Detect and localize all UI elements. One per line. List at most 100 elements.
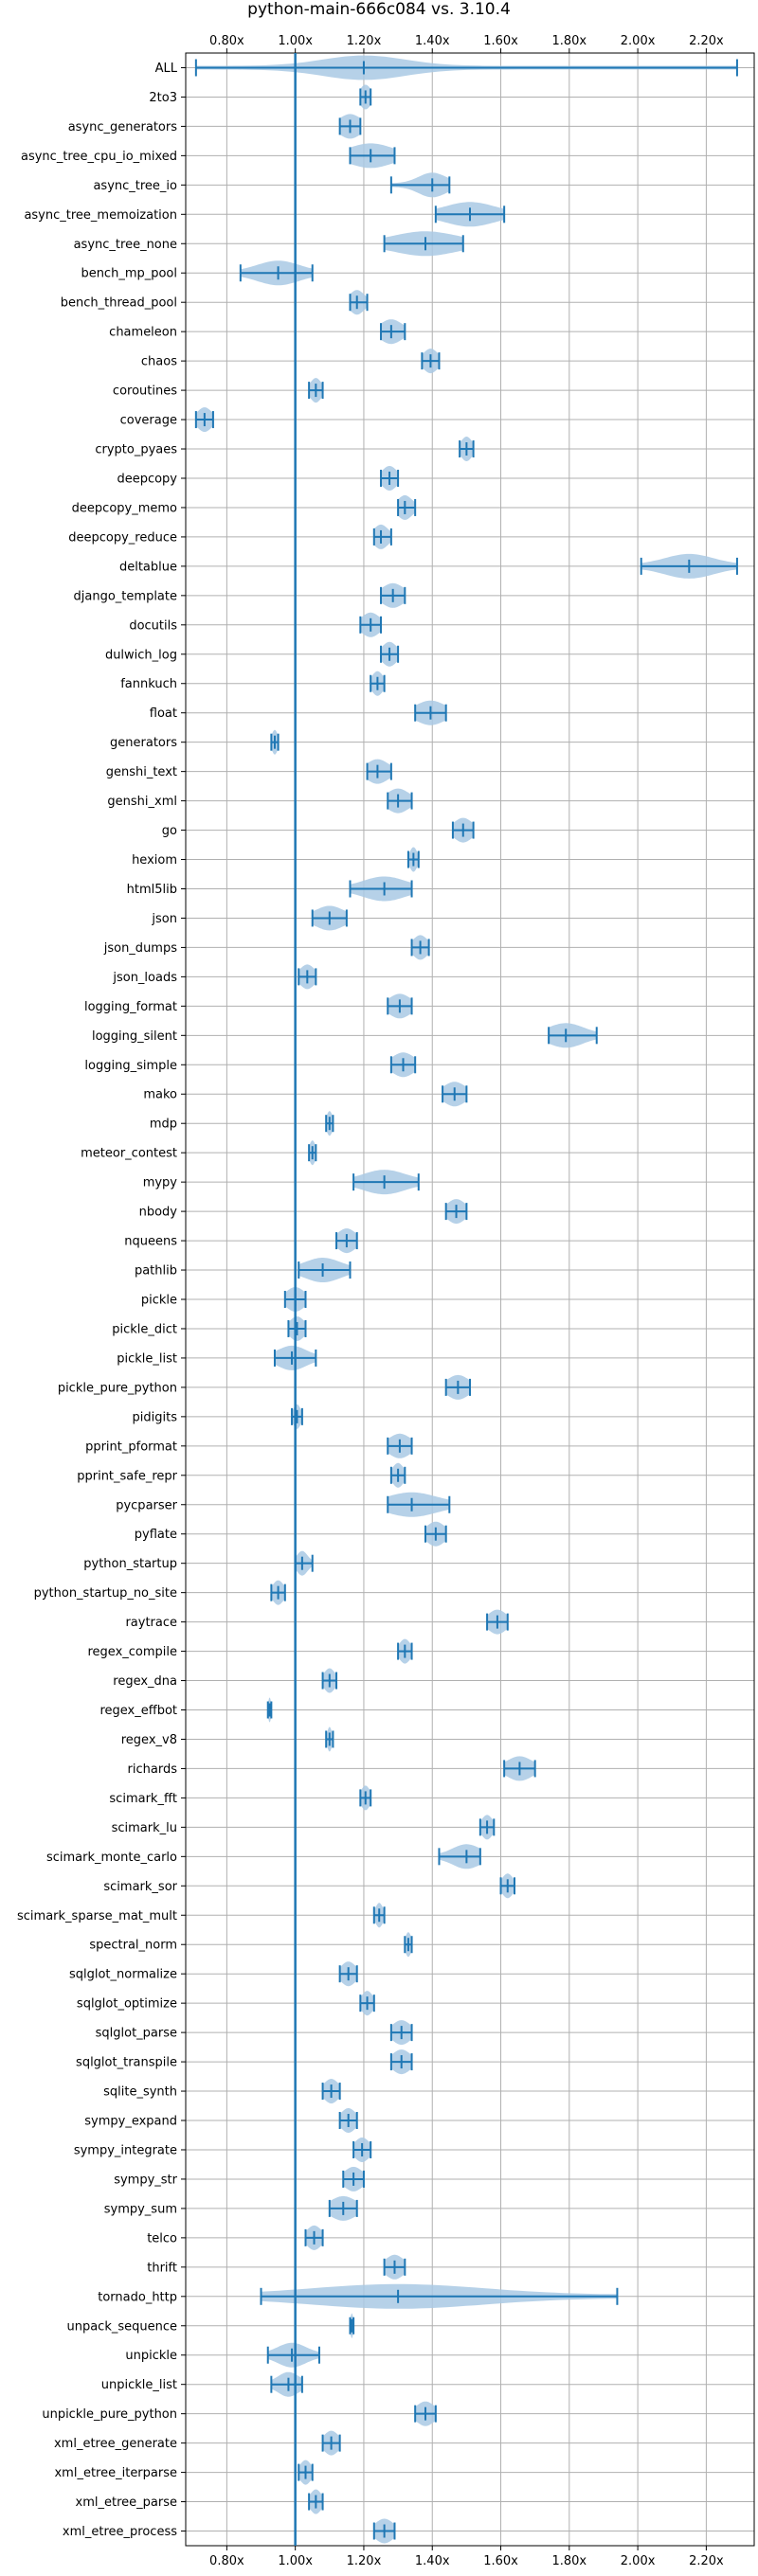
y-tick-label: float (150, 707, 177, 721)
y-tick-label: pidigits (133, 1410, 178, 1424)
x-tick-label-top: 2.00x (621, 34, 656, 48)
benchmark-django_template: django_template (74, 582, 406, 608)
y-tick-label: scimark_sparse_mat_mult (17, 1909, 177, 1923)
y-tick-label: scimark_monte_carlo (46, 1851, 177, 1865)
y-tick-label: fannkuch (120, 677, 177, 691)
y-tick-label: genshi_text (106, 765, 177, 779)
y-tick-label: async_tree_io (93, 179, 177, 193)
y-tick-label: scimark_lu (112, 1821, 177, 1835)
y-tick-label: thrift (147, 2261, 177, 2275)
benchmark-2to3: 2to3 (149, 84, 372, 110)
benchmark-sympy_expand: sympy_expand (84, 2108, 358, 2133)
benchmark-mako: mako (143, 1082, 468, 1107)
benchmark-pprint_safe_repr: pprint_safe_repr (77, 1462, 406, 1488)
y-tick-label: xml_etree_parse (76, 2496, 177, 2510)
benchmark-raytrace: raytrace (125, 1609, 509, 1635)
benchmark-thrift: thrift (147, 2254, 406, 2280)
x-tick-label-bottom: 1.40x (415, 2554, 450, 2568)
benchmark-pidigits: pidigits (133, 1404, 303, 1429)
benchmark-spectral_norm: spectral_norm (89, 1932, 413, 1958)
x-tick-label-bottom: 2.20x (689, 2554, 724, 2568)
y-tick-label: deepcopy_memo (72, 501, 177, 515)
benchmark-async_tree_cpu_io_mixed: async_tree_cpu_io_mixed (21, 143, 396, 169)
benchmark-logging_simple: logging_simple (84, 1052, 417, 1078)
y-tick-label: pycparser (116, 1498, 177, 1512)
y-tick-label: sqlglot_optimize (77, 1997, 177, 2012)
benchmark-chameleon: chameleon (109, 319, 406, 345)
y-tick-label: raytrace (125, 1616, 177, 1630)
benchmark-scimark_monte_carlo: scimark_monte_carlo (46, 1844, 481, 1869)
benchmark-regex_dna: regex_dna (113, 1668, 338, 1693)
benchmark-mdp: mdp (150, 1111, 334, 1136)
y-tick-label: bench_thread_pool (61, 296, 177, 311)
y-tick-label: sqlglot_transpile (76, 2056, 177, 2070)
benchmark-go: go (162, 817, 475, 843)
y-tick-label: xml_etree_iterparse (54, 2466, 177, 2480)
y-tick-label: generators (110, 736, 177, 750)
y-tick-label: 2to3 (149, 91, 177, 105)
y-tick-label: logging_silent (92, 1029, 177, 1044)
benchmark-sqlglot_optimize: sqlglot_optimize (77, 1991, 375, 2016)
benchmark-telco: telco (147, 2225, 324, 2250)
benchmark-async_generators: async_generators (68, 114, 362, 139)
y-tick-label: async_tree_cpu_io_mixed (21, 150, 177, 164)
y-tick-label: logging_simple (84, 1059, 177, 1073)
benchmark-regex_compile: regex_compile (87, 1638, 413, 1664)
y-tick-label: hexiom (132, 853, 177, 868)
benchmark-scimark_sor: scimark_sor (103, 1873, 515, 1899)
benchmark-bench_thread_pool: bench_thread_pool (61, 290, 369, 315)
y-tick-label: pickle_pure_python (58, 1381, 177, 1395)
benchmark-deepcopy_reduce: deepcopy_reduce (68, 524, 392, 549)
benchmark-mypy: mypy (143, 1170, 420, 1195)
benchmark-logging_format: logging_format (84, 993, 413, 1019)
benchmark-pickle_dict: pickle_dict (112, 1316, 307, 1341)
benchmark-async_tree_none: async_tree_none (74, 231, 464, 257)
y-tick-label: async_generators (68, 120, 178, 134)
benchmark-scimark_lu: scimark_lu (112, 1815, 496, 1840)
benchmark-float: float (150, 700, 447, 725)
y-tick-label: sqlite_synth (103, 2085, 177, 2100)
y-tick-label: chaos (141, 355, 177, 369)
y-tick-label: bench_mp_pool (81, 267, 177, 281)
y-tick-label: telco (147, 2231, 177, 2245)
y-tick-label: mypy (143, 1176, 178, 1190)
benchmark-deltablue: deltablue (119, 553, 738, 579)
y-tick-label: pickle_dict (112, 1322, 177, 1336)
benchmark-sympy_integrate: sympy_integrate (74, 2138, 372, 2162)
x-tick-label-bottom: 2.00x (621, 2554, 656, 2568)
y-tick-label: regex_compile (87, 1645, 177, 1659)
benchmark-genshi_xml: genshi_xml (107, 788, 413, 814)
benchmark-fannkuch: fannkuch (120, 671, 386, 696)
y-tick-label: json_loads (112, 971, 177, 985)
x-tick-label-bottom: 1.20x (347, 2554, 382, 2568)
y-tick-label: mdp (150, 1118, 177, 1132)
benchmark-sympy_sum: sympy_sum (104, 2195, 358, 2221)
x-tick-label-bottom: 1.80x (551, 2554, 587, 2568)
benchmark-genshi_text: genshi_text (106, 759, 392, 784)
y-tick-label: pprint_pformat (85, 1440, 177, 1454)
benchmark-pprint_pformat: pprint_pformat (85, 1433, 413, 1458)
benchmark-deepcopy: deepcopy (117, 466, 400, 491)
benchmark-pathlib: pathlib (135, 1258, 352, 1282)
benchmark-richards: richards (128, 1756, 536, 1781)
benchmark-nbody: nbody (139, 1199, 468, 1225)
benchmark-sqlglot_transpile: sqlglot_transpile (76, 2049, 413, 2075)
y-tick-label: scimark_sor (103, 1880, 177, 1894)
benchmark-sqlglot_parse: sqlglot_parse (96, 2020, 413, 2046)
y-tick-label: richards (128, 1762, 178, 1777)
y-tick-label: unpickle_list (101, 2378, 177, 2392)
y-tick-label: unpickle (125, 2349, 177, 2363)
y-tick-label: coroutines (113, 385, 177, 399)
x-tick-label-top: 1.40x (415, 34, 450, 48)
benchmark-meteor_contest: meteor_contest (81, 1140, 317, 1166)
y-tick-label: pprint_safe_repr (77, 1469, 177, 1483)
benchmark-coverage: coverage (120, 407, 214, 433)
y-tick-label: sqlglot_normalize (69, 1968, 177, 1982)
benchmark-sqlglot_normalize: sqlglot_normalize (69, 1961, 358, 1987)
benchmark-scimark_fft: scimark_fft (109, 1785, 372, 1811)
benchmark-sympy_str: sympy_str (114, 2166, 365, 2191)
benchmark-sqlite_synth: sqlite_synth (103, 2079, 341, 2104)
benchmark-crypto_pyaes: crypto_pyaes (95, 437, 475, 461)
benchmark-pyflate: pyflate (135, 1521, 447, 1547)
